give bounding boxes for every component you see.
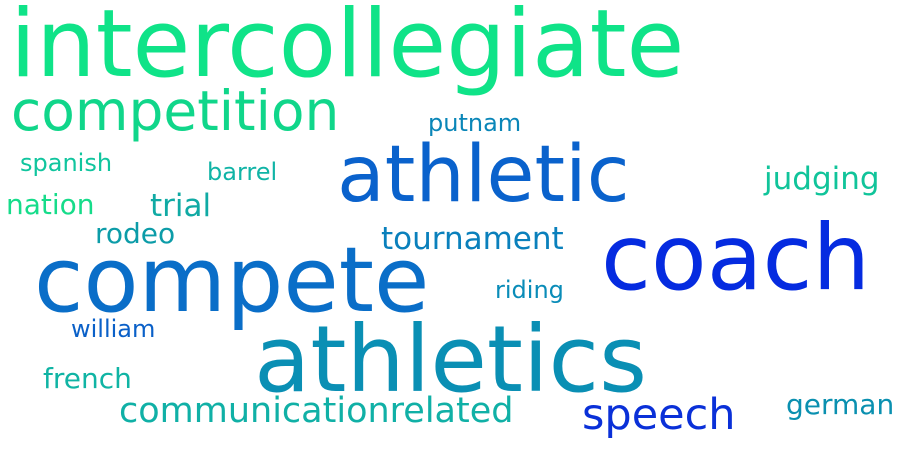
word-spanish: spanish — [20, 149, 113, 177]
word-speech: speech — [582, 390, 736, 440]
word-tournament: tournament — [381, 221, 564, 257]
word-german: german — [786, 388, 895, 421]
word-barrel: barrel — [207, 158, 278, 186]
word-coach: coach — [601, 206, 871, 311]
word-competition: competition — [11, 79, 340, 143]
word-nation: nation — [6, 188, 95, 221]
word-william: william — [71, 315, 156, 343]
word-compete: compete — [34, 228, 430, 333]
word-athletics: athletics — [254, 306, 648, 413]
word-communicationrelated: communicationrelated — [119, 391, 514, 431]
word-judging: judging — [764, 161, 880, 197]
word-putnam: putnam — [428, 109, 522, 137]
word-intercollegiate: intercollegiate — [10, 0, 685, 99]
word-rodeo: rodeo — [95, 217, 176, 250]
word-trial: trial — [150, 188, 212, 224]
word-french: french — [43, 362, 132, 395]
word-athletic: athletic — [337, 130, 630, 220]
word-riding: riding — [495, 276, 564, 304]
